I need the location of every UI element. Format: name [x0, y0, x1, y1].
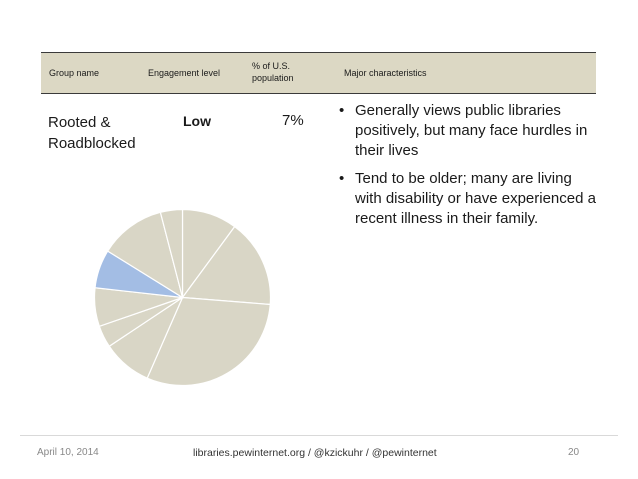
- header-group-name: Group name: [49, 68, 100, 78]
- header-population: % of U.S. population: [252, 61, 294, 83]
- header-major-characteristics: Major characteristics: [344, 68, 427, 78]
- page-number: 20: [568, 447, 580, 458]
- bullet-icon: •: [339, 170, 345, 187]
- bullet-icon: •: [339, 102, 345, 119]
- group-name: Rooted & Roadblocked: [48, 114, 136, 152]
- pie-slice: [181, 225, 272, 306]
- pie-slice: [159, 208, 184, 298]
- characteristic-item: • Generally views public libraries posit…: [339, 101, 599, 161]
- engagement-level: Low: [183, 113, 211, 129]
- header-engagement-level: Engagement level: [148, 68, 221, 78]
- footer-date: April 10, 2014: [37, 447, 99, 458]
- characteristic-text: Generally views public libraries positiv…: [355, 102, 588, 159]
- footer-divider: [20, 435, 618, 436]
- characteristics-list: • Generally views public libraries posit…: [339, 101, 599, 237]
- pie-slice: [106, 211, 184, 299]
- footer-links: libraries.pewinternet.org / @kzickuhr / …: [193, 447, 437, 459]
- population-percent: 7%: [282, 112, 304, 129]
- characteristic-item: • Tend to be older; many are living with…: [339, 169, 599, 229]
- characteristic-text: Tend to be older; many are living with d…: [355, 170, 596, 227]
- table-header: Group name Engagement level % of U.S. po…: [41, 52, 596, 94]
- pie-slice: [146, 296, 271, 387]
- typology-pie-chart: [93, 208, 272, 387]
